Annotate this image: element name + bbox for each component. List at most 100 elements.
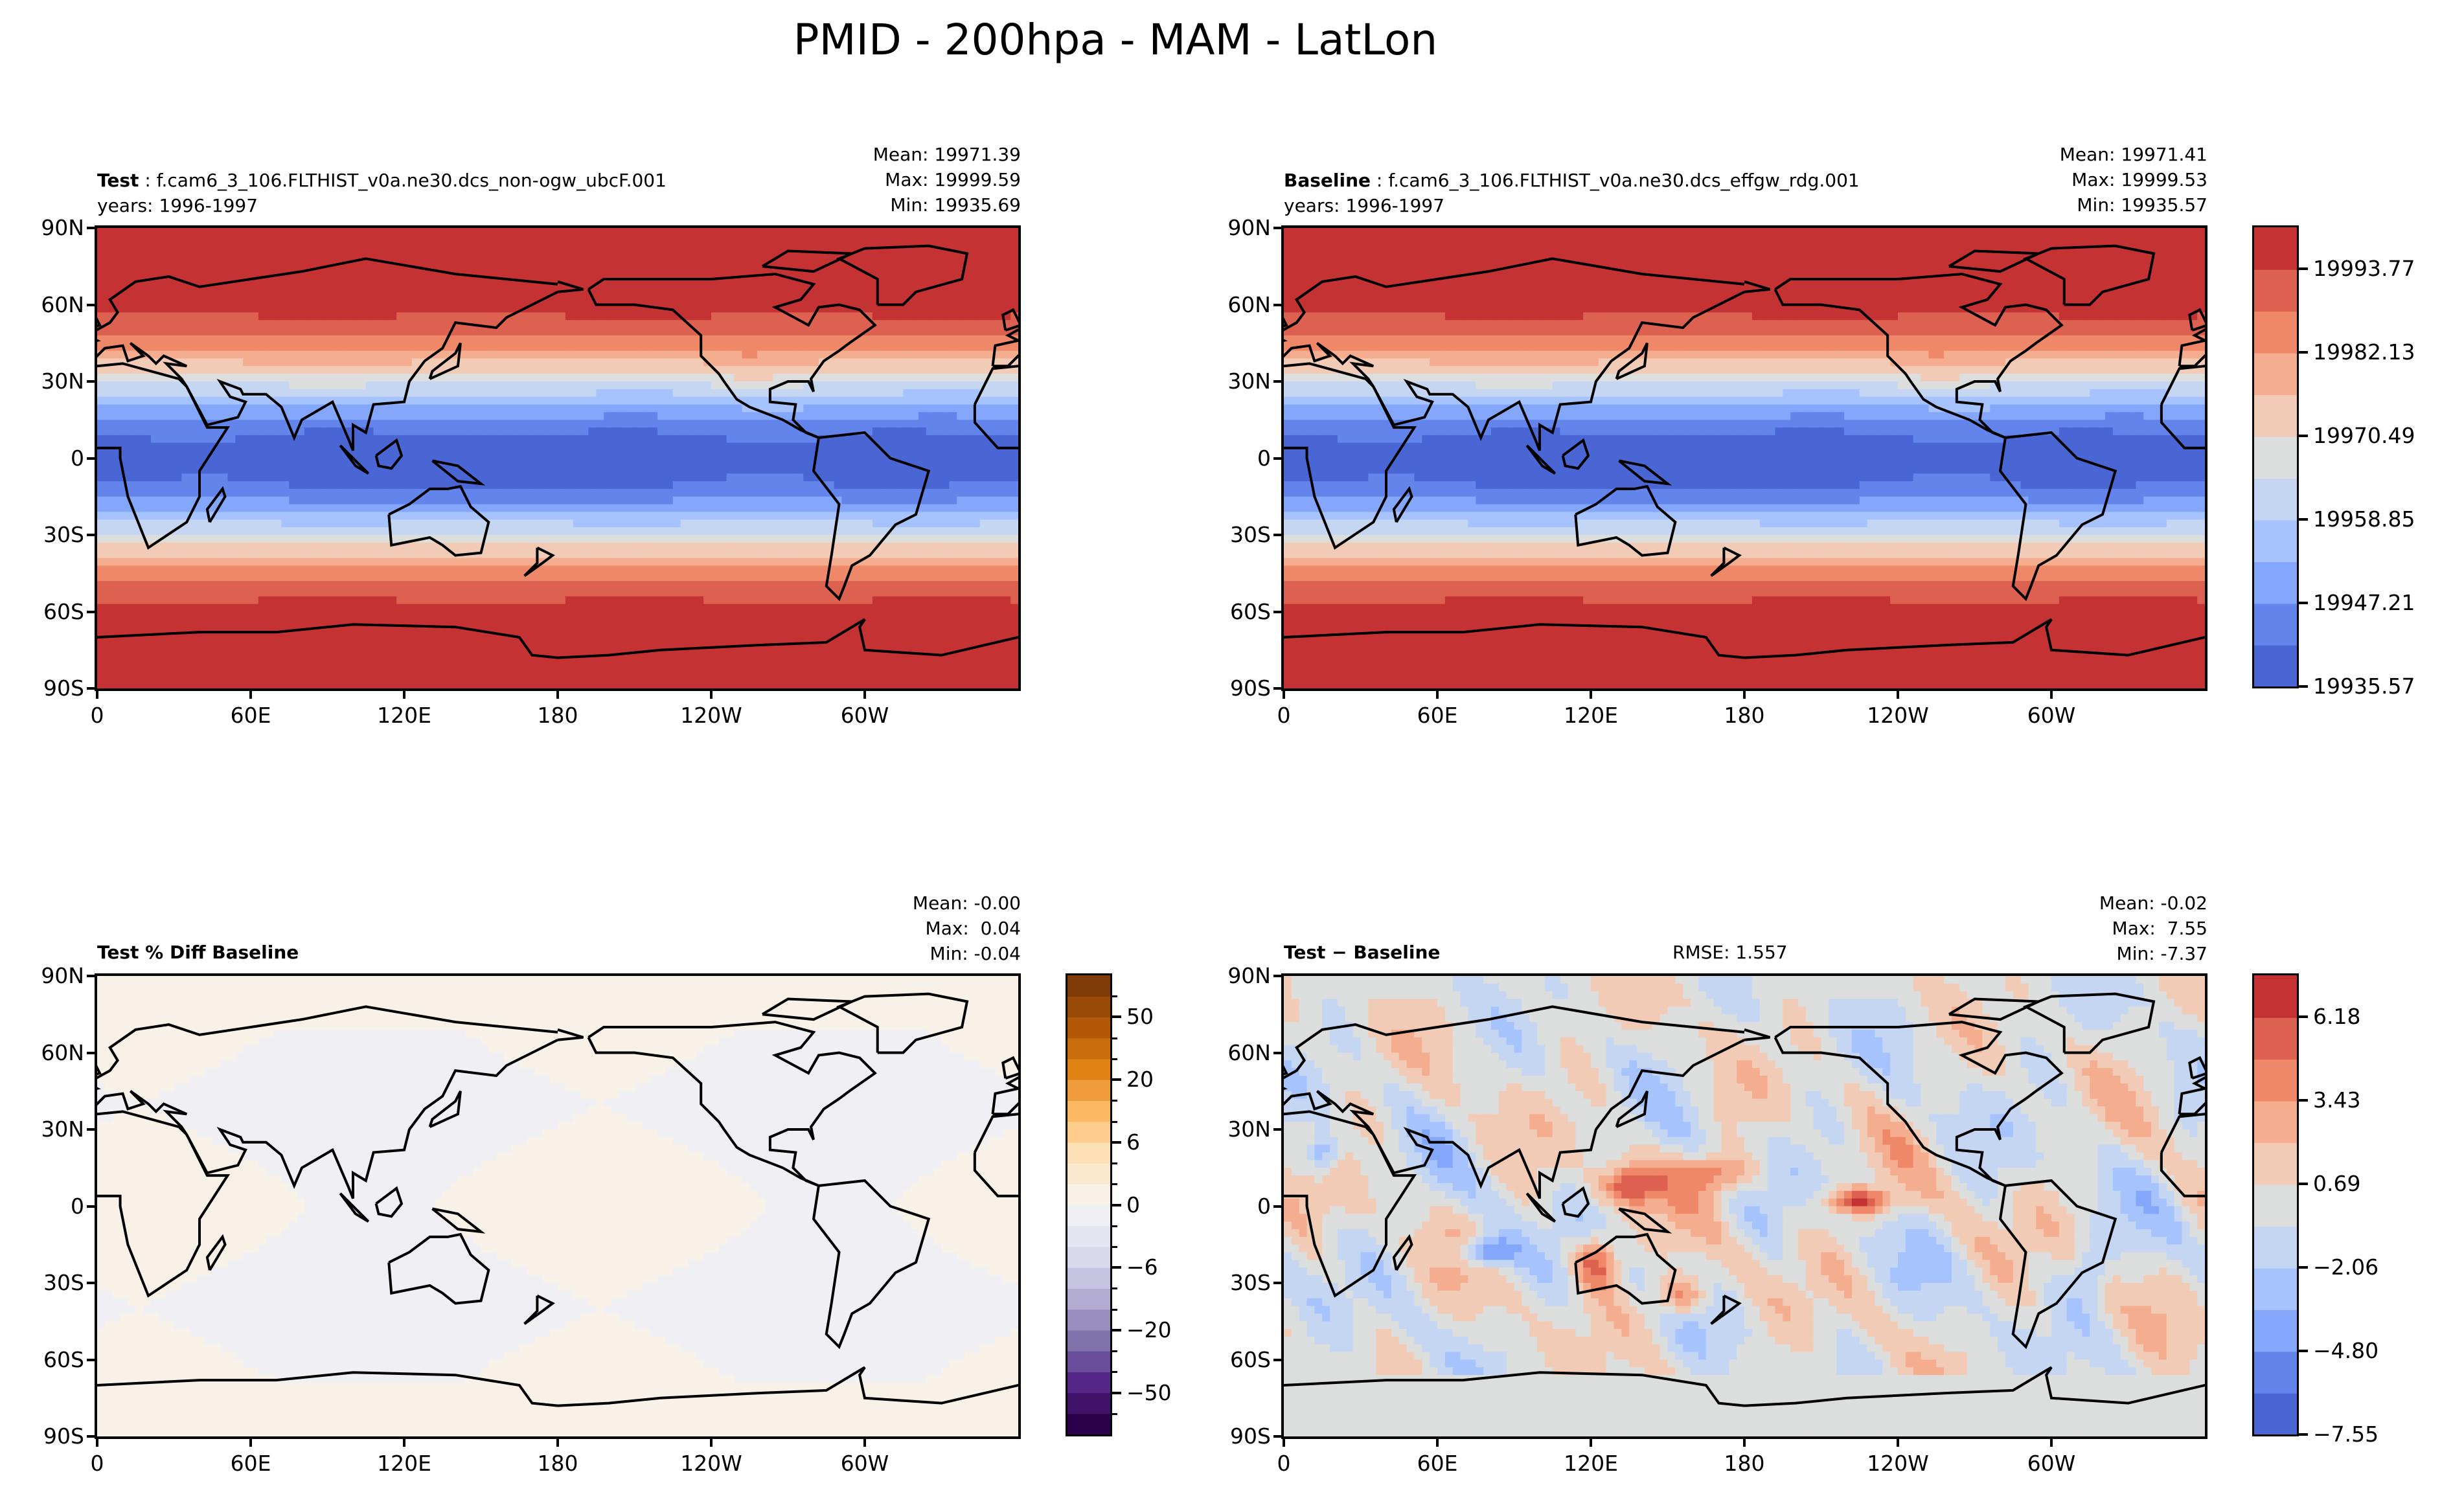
field-cell [304,389,313,398]
field-cell [197,435,206,444]
field-cell [604,466,613,475]
field-cell [857,381,866,391]
field-cell [703,488,713,497]
field-cell [343,519,352,528]
field-cell [995,466,1004,475]
field-cell [243,458,252,467]
field-cell [327,412,336,421]
field-cell [273,496,282,505]
field-cell [450,519,459,528]
field-cell [757,381,766,391]
field-cell [957,366,966,375]
field-cell [457,535,466,544]
field-cell [665,442,674,451]
field-cell [979,396,988,405]
field-cell [411,281,420,290]
field-cell [726,481,735,490]
field-cell [672,281,681,290]
field-cell [642,297,651,306]
field-cell [220,258,229,267]
field-cell [703,527,713,536]
field-cell [604,258,613,267]
field-cell [189,420,198,429]
field-cell [895,328,904,337]
field-cell [542,243,551,252]
field-cell [220,320,229,329]
field-cell [381,374,390,383]
field-cell [803,366,812,375]
field-cell [1003,343,1012,352]
field-cell [389,450,398,459]
field-cell [903,274,912,283]
field-cell [419,450,428,459]
field-cell [220,442,229,451]
field-cell [795,512,804,521]
field-cell [665,504,674,513]
field-cell [373,335,382,344]
field-cell [604,328,613,337]
field-cell [373,281,382,290]
field-cell [903,389,912,398]
field-cell [926,427,935,436]
field-cell [128,274,137,283]
field-cell [319,258,328,267]
field-cell [442,289,451,298]
field-cell [972,473,981,482]
field-cell [442,450,451,459]
field-cell [534,450,543,459]
field-cell [511,535,520,544]
field-cell [626,466,635,475]
field-cell [350,243,359,252]
field-cell [803,312,812,321]
field-cell [979,481,988,490]
field-cell [427,450,436,459]
field-cell [181,435,190,444]
field-cell [128,527,137,536]
field-cell [166,228,175,237]
field-cell [319,235,328,244]
field-cell [964,266,974,275]
field-cell [619,412,628,421]
field-cell [166,442,175,451]
field-cell [534,473,543,482]
field-cell [558,512,567,521]
field-cell [841,381,850,391]
field-cell [481,228,490,237]
field-cell [273,304,282,313]
field-cell [696,266,705,275]
field-cell [650,328,659,337]
field-cell [703,519,713,528]
field-cell [327,512,336,521]
field-cell [212,335,221,344]
field-cell [404,412,413,421]
field-cell [933,404,942,413]
field-cell [588,389,597,398]
field-cell [534,258,543,267]
field-cell [949,366,958,375]
field-cell [849,366,858,375]
field-cell [435,488,444,497]
field-cell [565,251,574,260]
field-cell [696,374,705,383]
field-cell [1010,281,1018,290]
field-cell [926,320,935,329]
field-cell [542,496,551,505]
field-cell [734,266,743,275]
field-cell [926,289,935,298]
field-cell [941,412,950,421]
field-cell [235,304,244,313]
field-cell [312,289,321,298]
field-cell [949,481,958,490]
field-cell [849,243,858,252]
field-cell [550,335,559,344]
field-cell [596,519,605,528]
field-cell [358,304,367,313]
field-cell [573,458,582,467]
field-cell [304,404,313,413]
field-cell [251,374,260,383]
field-cell [120,328,129,337]
field-cell [411,488,420,497]
field-cell [680,412,689,421]
field-cell [588,450,597,459]
field-cell [726,488,735,497]
